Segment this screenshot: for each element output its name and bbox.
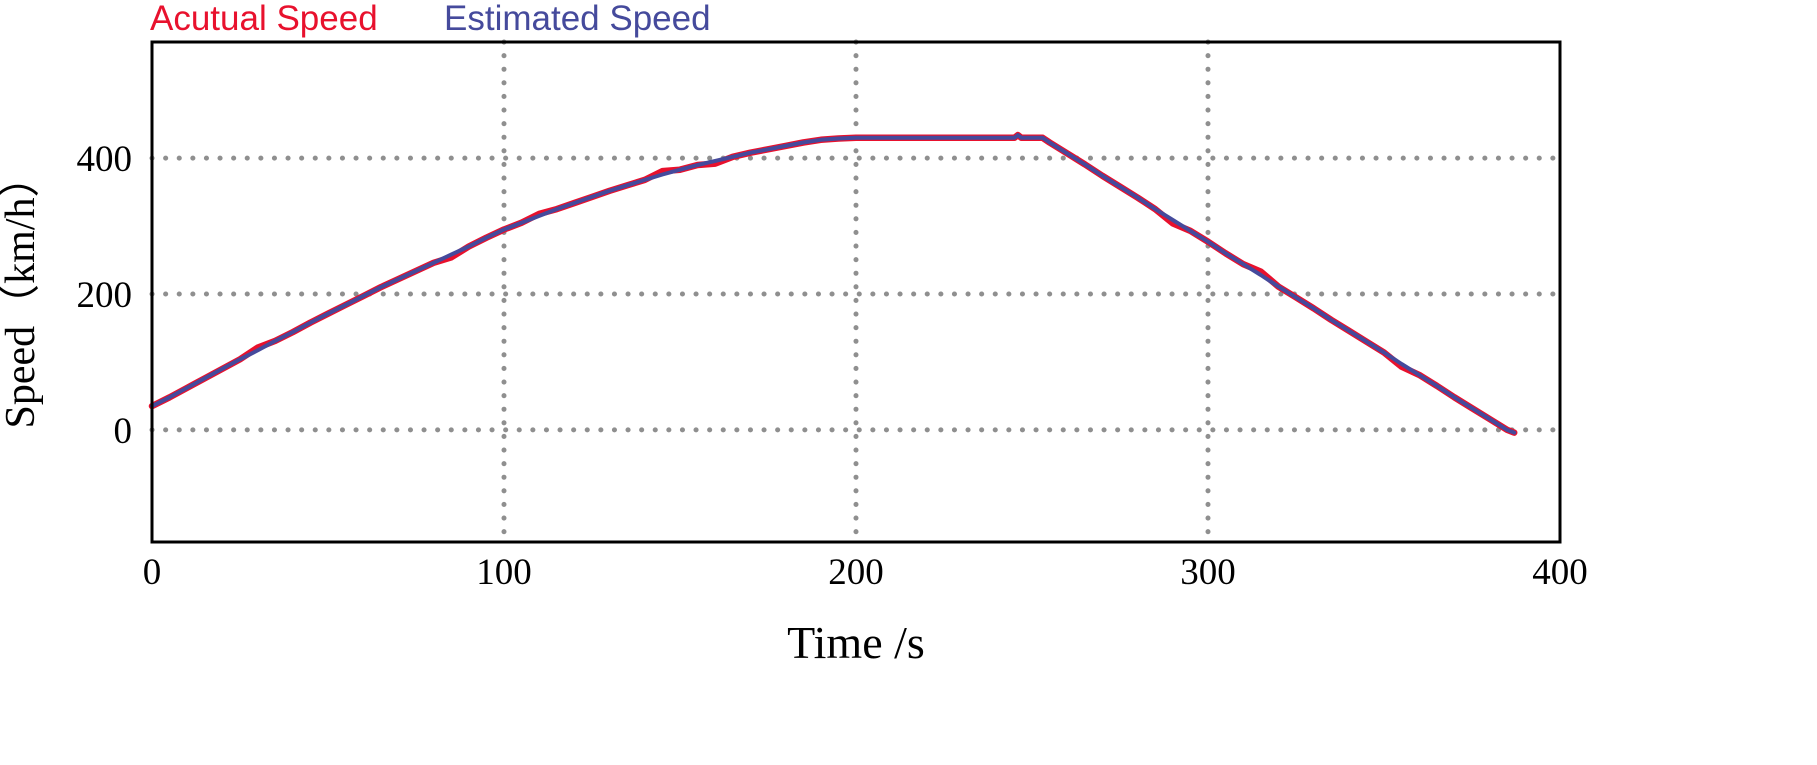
- estimated-speed-line: [150, 133, 1517, 435]
- x-tick-label: 0: [143, 552, 162, 593]
- actual-speed-line: [148, 131, 1518, 436]
- x-tick-label: 400: [1532, 552, 1588, 593]
- plot-border: [150, 40, 1562, 544]
- x-tick-label: 300: [1180, 552, 1236, 593]
- y-tick-label: 200: [77, 275, 133, 316]
- legend-actual-speed: Acutual Speed: [150, 0, 378, 38]
- data-series: [148, 131, 1518, 436]
- legend-estimated-speed: Estimated Speed: [444, 0, 711, 38]
- y-tick-label: 0: [114, 411, 133, 452]
- gridlines: [149, 39, 1563, 545]
- x-tick-label: 100: [476, 552, 532, 593]
- x-axis-title: Time /s: [787, 617, 925, 668]
- y-axis-title: Speed（km/h）: [0, 156, 44, 429]
- x-tick-label: 200: [828, 552, 884, 593]
- y-tick-label: 400: [77, 139, 133, 180]
- tick-labels: 0 100 200 300 400 0 200 400: [77, 139, 1588, 593]
